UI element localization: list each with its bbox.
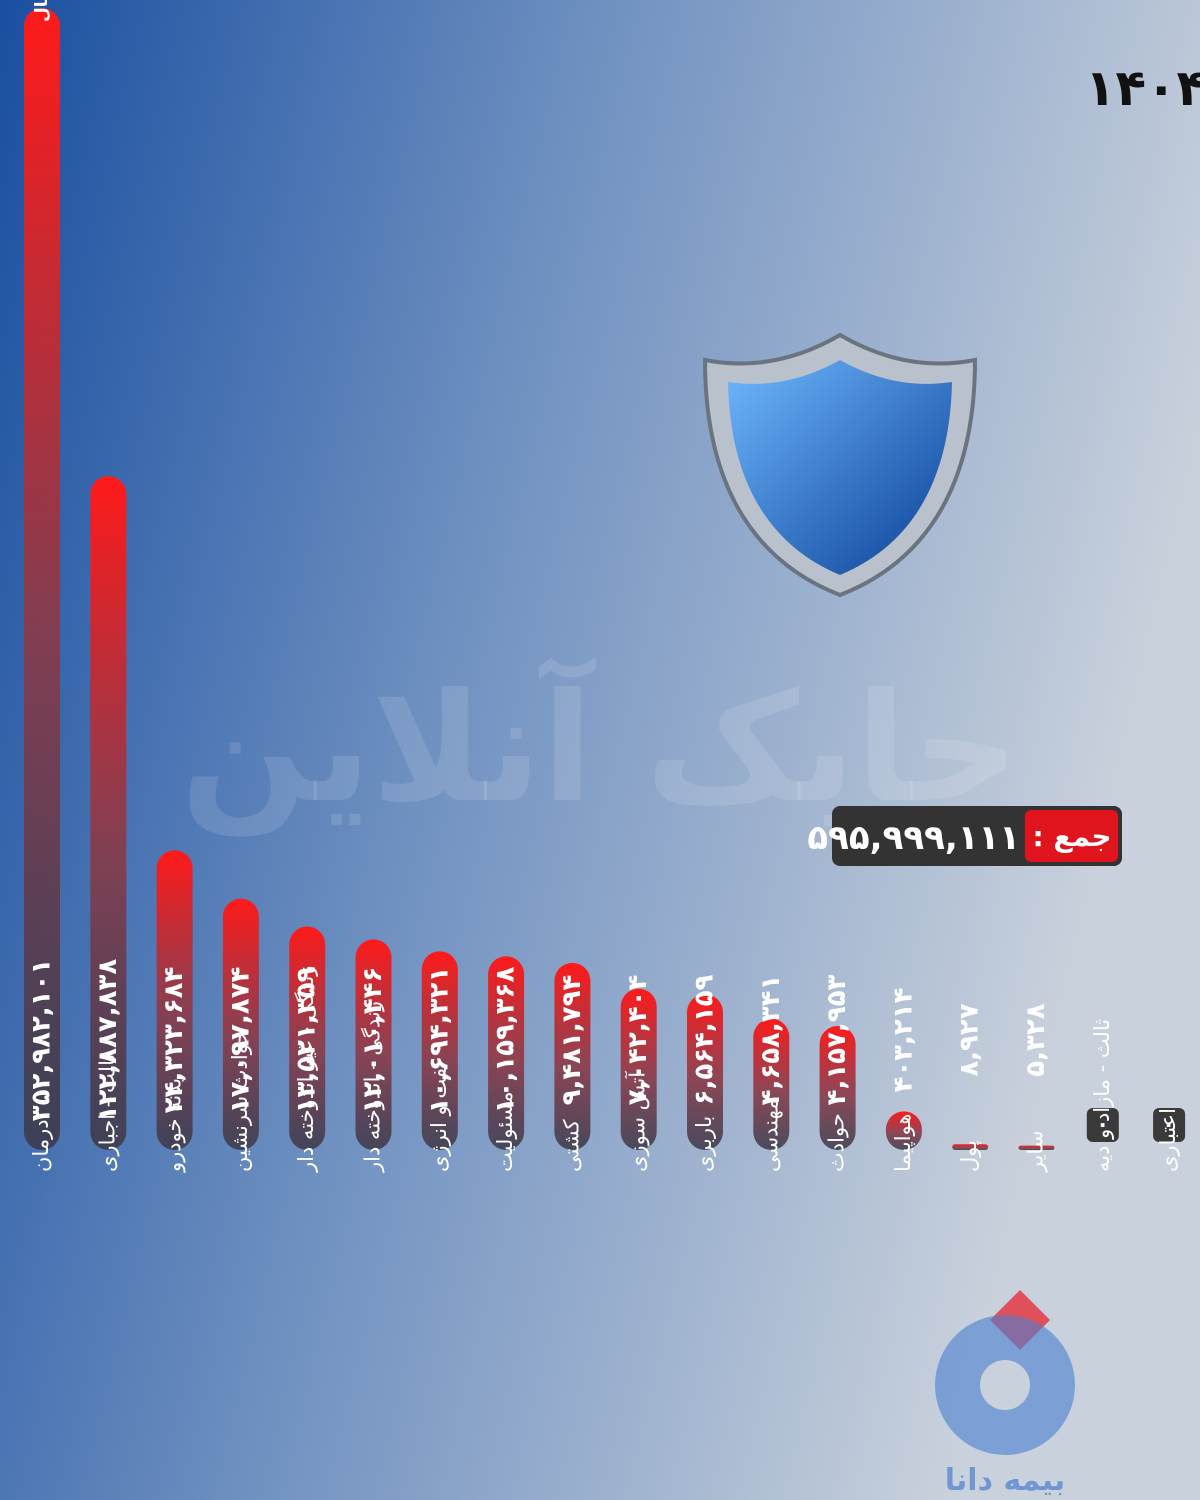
bar [819, 1026, 856, 1150]
value-label: ۷,۰۴۲,۴۰۴ [623, 975, 653, 1106]
shield-illustration [702, 332, 978, 598]
x-tick-label: آتش سوزی [625, 1071, 650, 1172]
x-tick-label: باربری [692, 1116, 716, 1172]
x-tick-label: زندگی - اندوخته دار [361, 1001, 385, 1173]
bar [421, 951, 458, 1150]
x-tick-label: سایر [1024, 1131, 1048, 1173]
bar [753, 1018, 790, 1150]
bar [355, 939, 392, 1150]
total-label-bg [1025, 810, 1118, 862]
value-label: ۱۲۲,۸۸۷,۸۳۸ [93, 959, 123, 1122]
value-label: ۴,۶۵۸,۳۴۱ [756, 975, 786, 1106]
x-tick-label: بدنه خودرو [162, 1078, 186, 1173]
x-tick-label: ثالث - اجباری [95, 1054, 119, 1172]
bar [156, 850, 193, 1150]
value-label: ۱۲,۰۱۰,۴۴۶ [358, 967, 388, 1114]
bar [1018, 1145, 1055, 1150]
logo-text: بیمه دانا [945, 1463, 1065, 1498]
chart-title: حق بیمه تولیدی شرکت بیمه دانا در سال ۱۴۰… [1085, 59, 1200, 118]
bar [885, 1111, 922, 1150]
x-tick-label: حوادث سرنشین [228, 1030, 252, 1172]
bar [222, 898, 259, 1150]
bar [24, 8, 60, 1150]
total-box: جمع : ۵۹۵,۹۹۹,۱۱۱ [807, 806, 1122, 866]
value-label: ۱۰,۱۵۹,۳۶۸ [491, 967, 521, 1114]
x-tick-label: زندگی - غیر اندوخته دار [294, 966, 318, 1173]
unit-label: ارقام میلیون ریال [32, 0, 52, 22]
bar [90, 476, 127, 1150]
total-label: جمع : [1032, 820, 1111, 853]
value-label: ۳۵۲,۹۸۲,۱۰۱ [27, 959, 57, 1122]
x-tick-label: حوادث [825, 1113, 849, 1172]
value-label: ۱۳,۵۲۱,۳۵۹ [292, 967, 322, 1114]
bar [952, 1144, 989, 1150]
logo: بیمه دانا [935, 1290, 1075, 1498]
value-label: ۶,۵۶۴,۱۵۹ [690, 974, 720, 1105]
x-tick-label: درمان [29, 1119, 53, 1172]
bar [554, 962, 591, 1150]
bar [620, 988, 657, 1150]
value-label: ۰ [1090, 1118, 1115, 1131]
x-tick-label: پول [957, 1140, 981, 1172]
value-label: ۱۷,۰۹۷,۸۷۴ [225, 967, 255, 1114]
x-tick-label: مهندسی [758, 1099, 782, 1172]
value-label: ۵,۳۲۸ [1021, 1003, 1051, 1076]
x-tick-label: هواپیما [891, 1114, 915, 1172]
zero-badge [1086, 1108, 1119, 1142]
value-label: ۴,۱۵۷,۹۵۳ [822, 974, 852, 1105]
value-label: ۹,۴۸۱,۷۹۴ [557, 975, 587, 1106]
value-label: ۸,۹۲۷ [955, 1003, 985, 1076]
x-tick-label: اعتباری [1156, 1108, 1180, 1172]
zero-badge [1153, 1108, 1186, 1142]
bar [687, 994, 723, 1150]
x-tick-label: مسئولیت [493, 1091, 517, 1172]
total-value: ۵۹۵,۹۹۹,۱۱۱ [807, 818, 1020, 858]
x-tick-label: ثالث - مازاد و دیه [1090, 1019, 1114, 1172]
value-label: ۲۴,۳۲۳,۶۸۴ [159, 967, 189, 1114]
value-label: ۱۰,۶۹۴,۳۲۱ [424, 967, 454, 1114]
value-label: ۰ [1156, 1118, 1181, 1131]
bar [488, 956, 525, 1150]
value-label: ۴۰۳,۲۱۴ [888, 987, 918, 1092]
x-tick-label: کشتی [559, 1119, 583, 1172]
bar [289, 926, 326, 1150]
x-tick-label: نفت و انرژی [427, 1062, 451, 1172]
